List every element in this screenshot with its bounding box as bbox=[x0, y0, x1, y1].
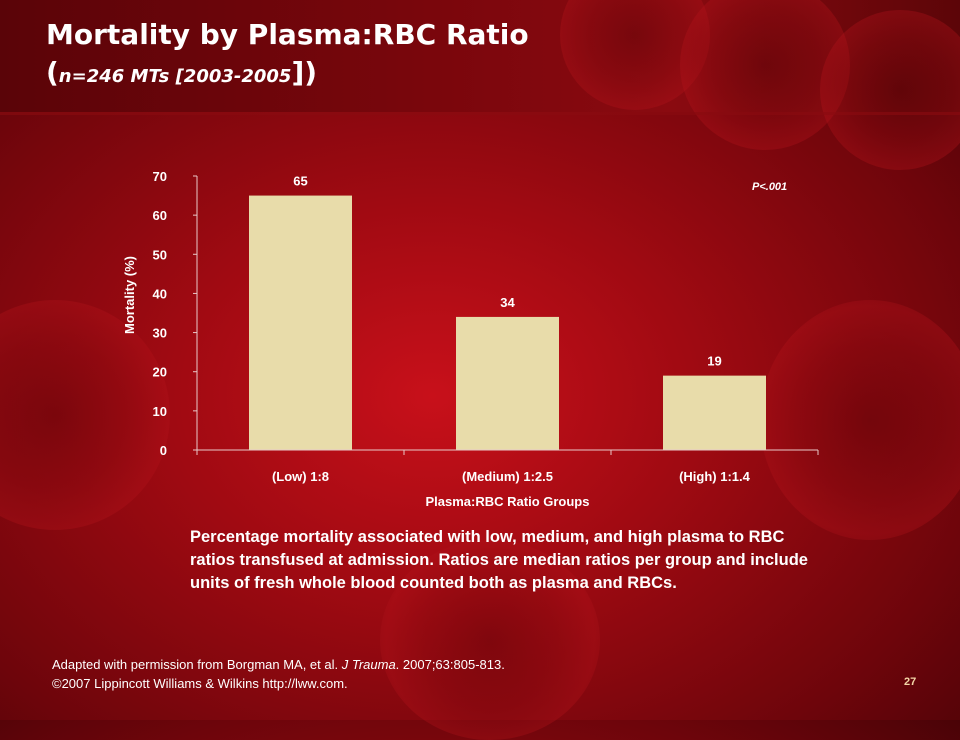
credit-journal: J Trauma bbox=[341, 657, 396, 672]
blood-cell-decoration bbox=[680, 0, 850, 150]
x-tick-label: (Low) 1:8 bbox=[272, 469, 329, 484]
bar bbox=[663, 375, 766, 450]
page-number: 27 bbox=[904, 676, 917, 688]
y-tick-label: 30 bbox=[153, 326, 167, 341]
x-tick-label: (High) 1:1.4 bbox=[679, 469, 751, 484]
credit-suffix: . 2007;63:805-813. bbox=[395, 657, 505, 672]
data-label: 19 bbox=[707, 354, 721, 369]
slide-subtitle: (n=246 MTs [2003-2005]) bbox=[46, 56, 317, 89]
blood-cell-decoration bbox=[380, 540, 600, 740]
y-tick-label: 10 bbox=[153, 404, 167, 419]
y-tick-label: 20 bbox=[153, 365, 167, 380]
title-band bbox=[0, 0, 960, 112]
subtitle-close: ]) bbox=[291, 56, 318, 89]
chart-caption: Percentage mortality associated with low… bbox=[190, 528, 808, 592]
credit-prefix: Adapted with permission from Borgman MA,… bbox=[52, 657, 342, 672]
bar bbox=[456, 316, 559, 450]
data-label: 34 bbox=[500, 295, 515, 310]
y-tick-label: 40 bbox=[153, 286, 167, 301]
slide-title: Mortality by Plasma:RBC Ratio bbox=[46, 18, 529, 51]
y-axis-title: Mortality (%) bbox=[122, 256, 137, 334]
data-label: 65 bbox=[293, 174, 307, 189]
y-tick-label: 50 bbox=[153, 247, 167, 262]
blood-cell-decoration bbox=[760, 300, 960, 540]
y-tick-label: 70 bbox=[153, 169, 167, 184]
subtitle-open: ( bbox=[46, 56, 59, 89]
title-divider bbox=[0, 112, 960, 115]
x-tick-label: (Medium) 1:2.5 bbox=[462, 469, 553, 484]
y-tick-label: 60 bbox=[153, 208, 167, 223]
p-value-annotation: P<.001 bbox=[752, 181, 787, 193]
blood-cell-decoration bbox=[820, 10, 960, 170]
y-tick-label: 0 bbox=[160, 443, 167, 458]
bar bbox=[249, 195, 352, 450]
credit-copyright: ©2007 Lippincott Williams & Wilkins http… bbox=[52, 676, 348, 691]
subtitle-sample-info: n=246 MTs [2003-2005 bbox=[58, 66, 292, 87]
mortality-bar-chart: 65 34 19 0 10 20 30 40 50 60 70 (Low) 1:8 (Medium) 1… bbox=[122, 169, 819, 509]
source-credit: Adapted with permission from Borgman MA,… bbox=[52, 655, 505, 693]
x-axis-title: Plasma:RBC Ratio Groups bbox=[426, 494, 590, 509]
